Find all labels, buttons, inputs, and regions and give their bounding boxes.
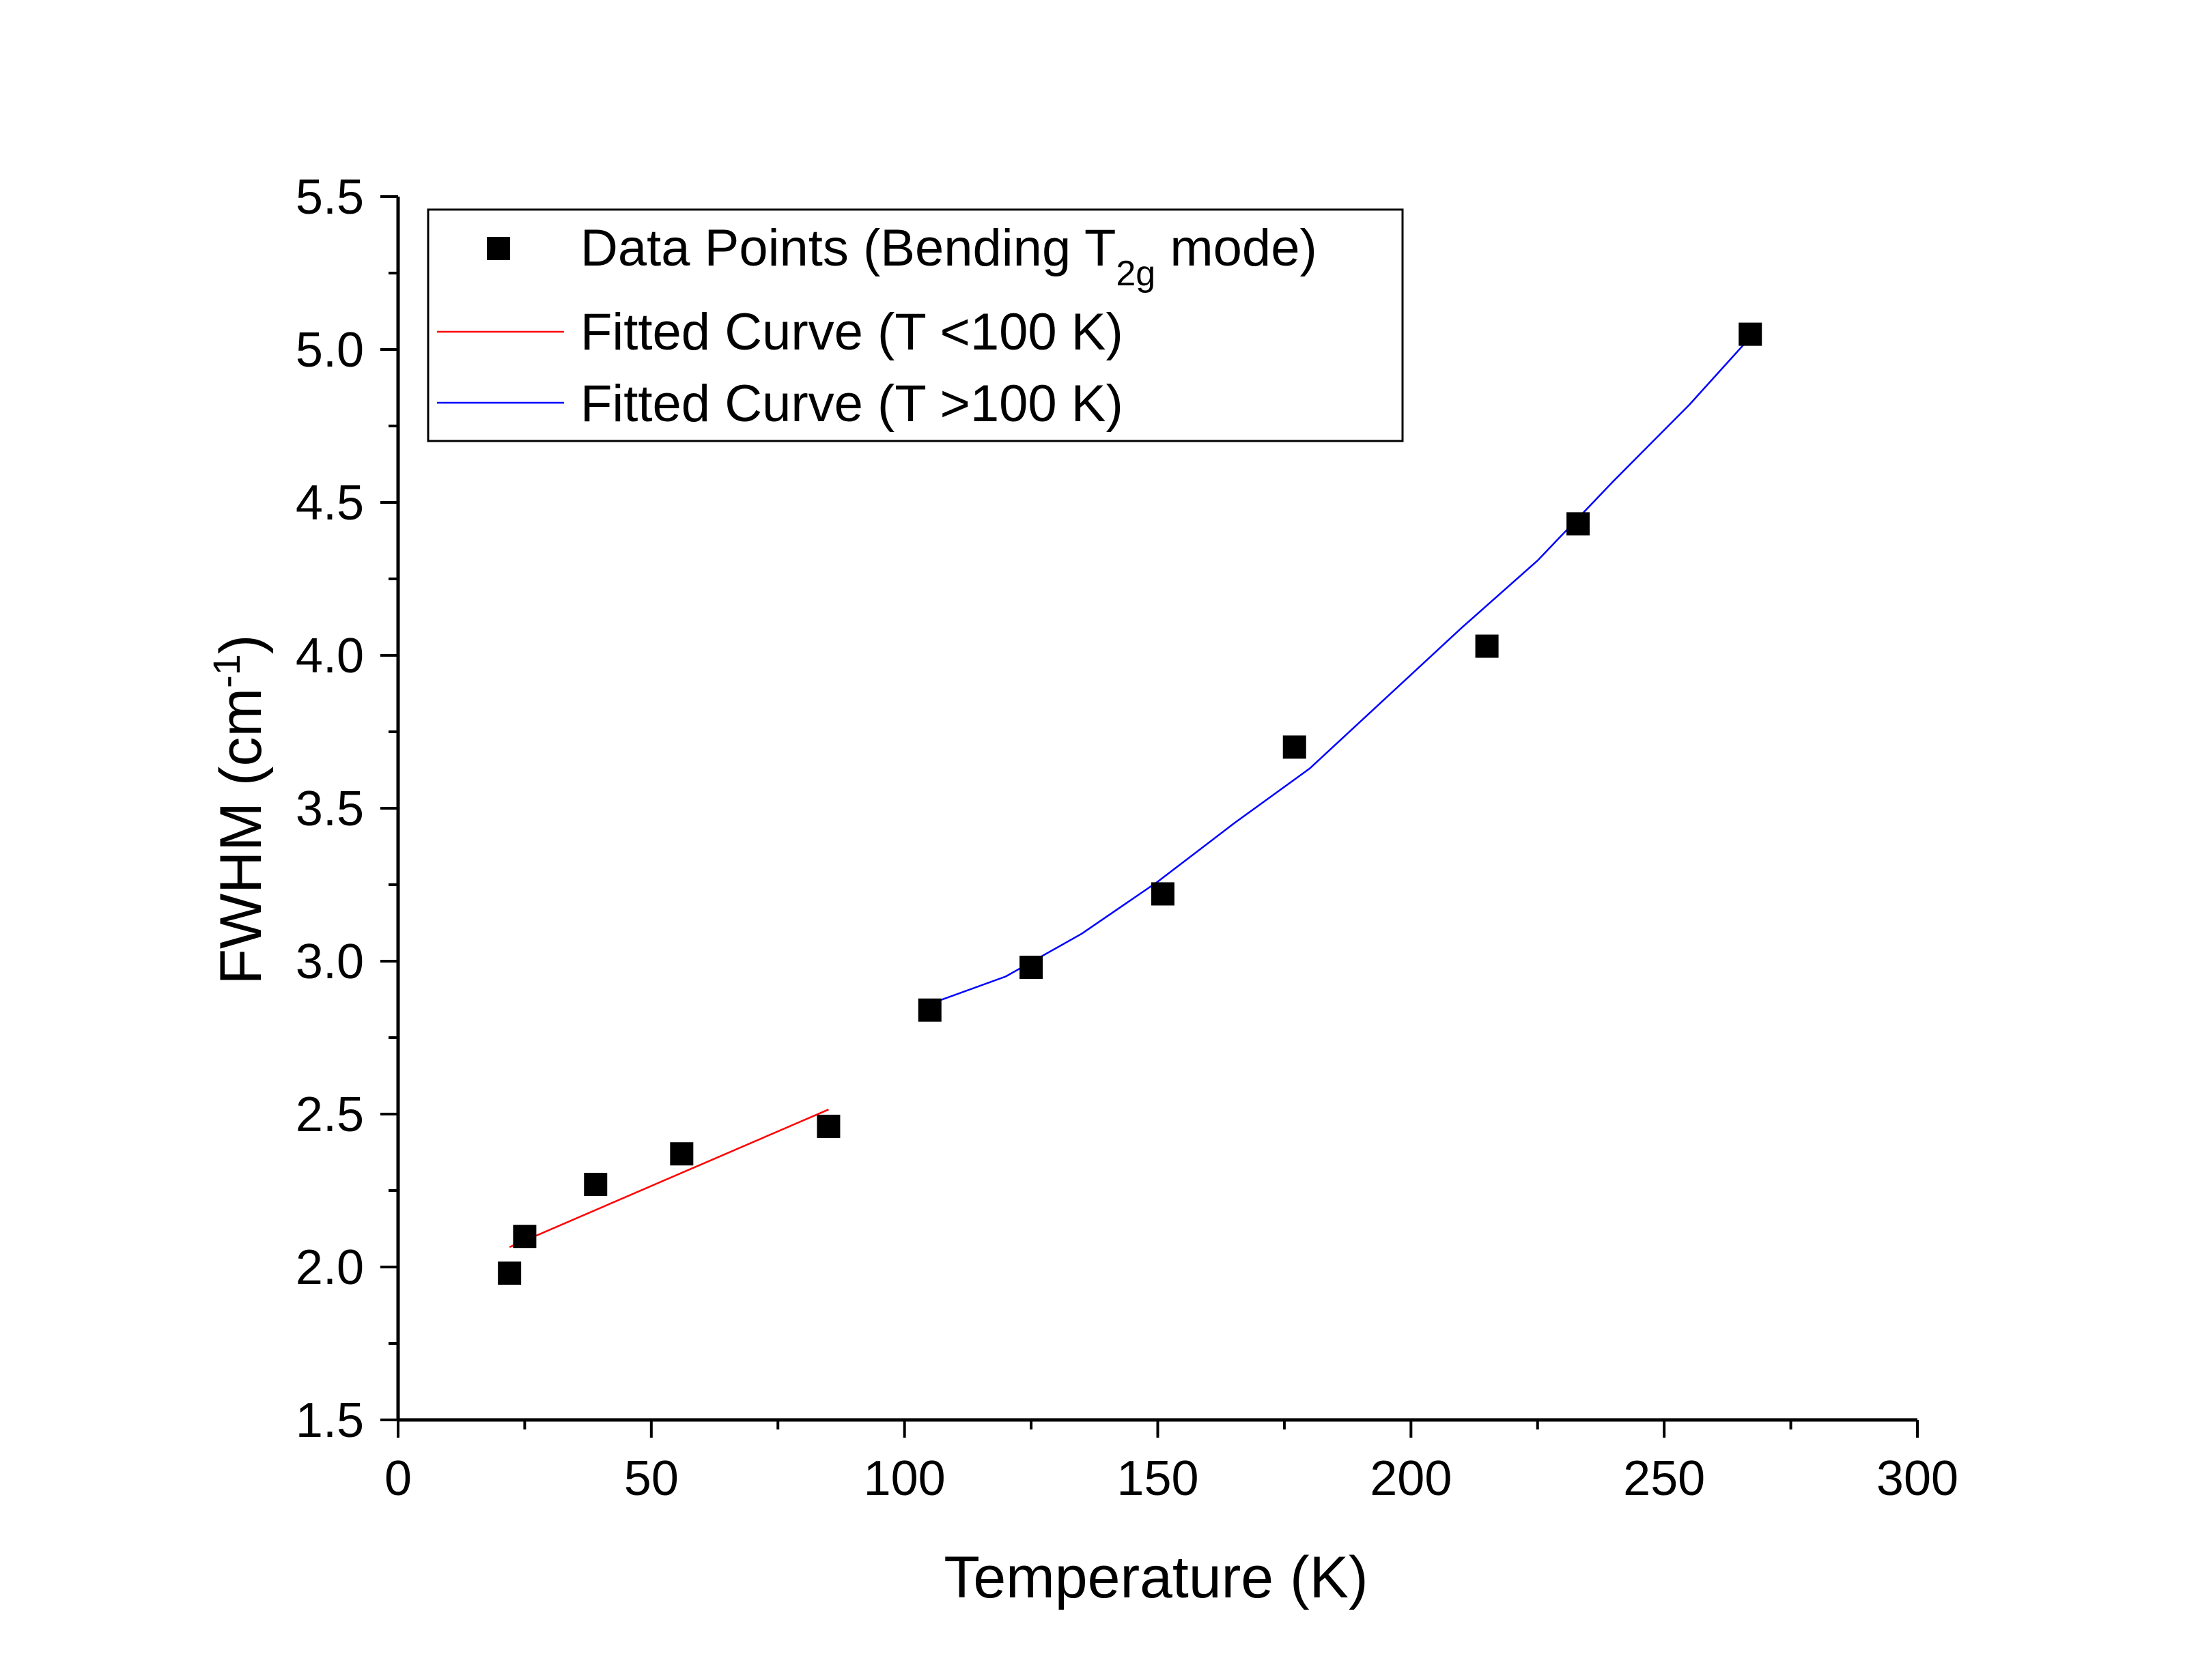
legend-label-fit-high: Fitted Curve (T >100 K)	[580, 375, 1123, 433]
data-point	[1019, 955, 1043, 979]
data-point	[1475, 634, 1499, 658]
x-tick-label: 250	[1623, 1451, 1705, 1506]
data-point	[670, 1142, 694, 1166]
x-tick-label: 300	[1876, 1451, 1958, 1506]
y-tick-label: 2.0	[296, 1240, 364, 1295]
x-tick-label: 0	[384, 1451, 412, 1506]
data-point	[1151, 882, 1174, 906]
legend-frame	[427, 208, 1404, 442]
data-point	[918, 998, 942, 1022]
y-tick-label: 3.5	[296, 782, 364, 836]
legend-label-data-points: Data Points (Bending T2g mode)	[580, 219, 1317, 294]
y-axis-title: FWHM (cm-1)	[205, 634, 274, 984]
data-point	[498, 1261, 522, 1285]
plot-area	[498, 322, 1762, 1285]
legend-square-marker	[487, 237, 510, 260]
legend-label-fit-low: Fitted Curve (T <100 K)	[580, 303, 1123, 361]
y-tick-label: 3.0	[296, 935, 364, 989]
y-tick-label: 5.5	[296, 170, 364, 225]
fit-curve-low-temp	[509, 1109, 829, 1249]
data-point	[1738, 322, 1762, 346]
x-tick-label: 200	[1370, 1451, 1452, 1506]
data-point	[1282, 735, 1306, 759]
y-tick-label: 2.5	[296, 1087, 364, 1142]
y-tick-label: 4.0	[296, 629, 364, 683]
x-axis-title: Temperature (K)	[944, 1545, 1368, 1610]
x-tick-label: 100	[864, 1451, 946, 1506]
data-point	[584, 1173, 608, 1197]
data-point	[817, 1114, 841, 1138]
fit-curve-high-temp	[929, 337, 1751, 1005]
y-tick-label: 5.0	[296, 323, 364, 378]
x-tick-label: 50	[624, 1451, 679, 1506]
y-tick-label: 1.5	[296, 1393, 364, 1448]
x-tick-label: 150	[1116, 1451, 1198, 1506]
data-point	[513, 1225, 537, 1249]
axes: 0 50 100 150 200 250 300 1.5 2.0 2.5 3.0 3.5 4.0 4.5 5…	[296, 170, 1958, 1506]
y-tick-label: 4.5	[296, 476, 364, 530]
legend: Data Points (Bending T2g mode) Fitted Cu…	[427, 208, 1404, 442]
data-point	[1566, 512, 1590, 536]
